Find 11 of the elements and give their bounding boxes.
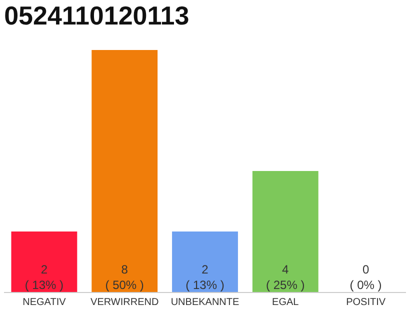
x-tick-label: POSITIV (346, 297, 386, 308)
data-label: 8 ( 50% ) (105, 262, 144, 292)
data-label: 2 ( 13% ) (186, 262, 224, 292)
x-tick-label: EGAL (272, 297, 300, 308)
x-tick-label: NEGATIV (22, 297, 66, 308)
data-label: 4 ( 25% ) (266, 262, 305, 292)
data-label: 2 ( 13% ) (24, 262, 64, 292)
x-tick-label: UNBEKANNTE (170, 297, 240, 308)
x-tick-label: VERWIRREND (90, 297, 159, 308)
data-label: 0 ( 0% ) (350, 262, 382, 292)
chart-title: 0524110120113 (4, 0, 190, 31)
